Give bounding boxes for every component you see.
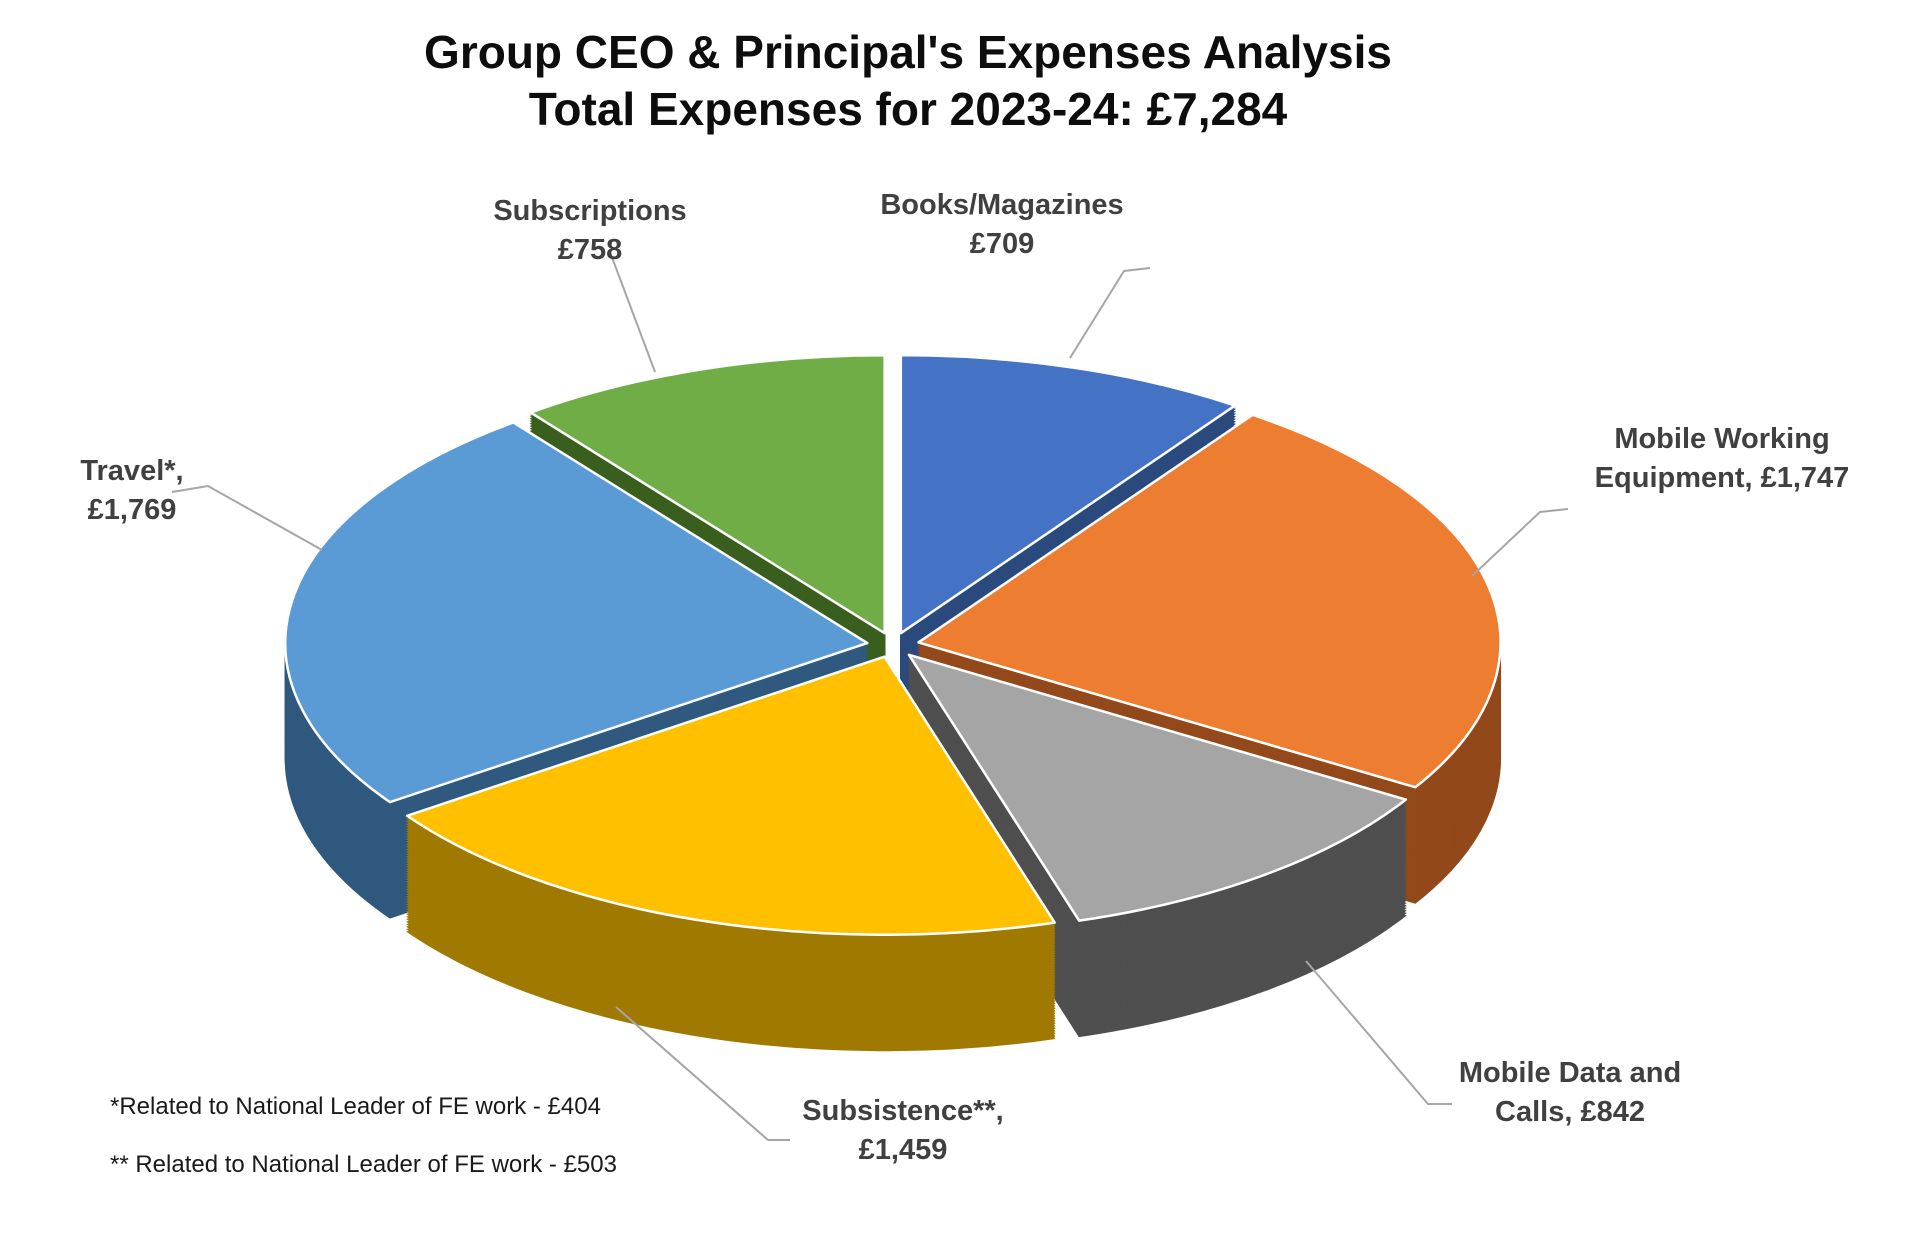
slice-label-subsistence-line2: £1,459: [858, 1134, 948, 1166]
pie-slice-group-subsistence: [405, 655, 1057, 1053]
pie-slice-group-mobile-working-equipment: [916, 413, 1502, 905]
leader-line-subsistence: [615, 1006, 790, 1141]
slice-label-books-magazines: Books/Magazines £709: [880, 186, 1123, 264]
pie-slice-books-magazines: [899, 353, 1237, 635]
pie-slice-subscriptions: [529, 353, 886, 635]
leader-line-mobile-data-and-calls: [1305, 960, 1452, 1105]
pie-slice-mobile-working-equipment: [917, 413, 1502, 789]
leader-line-subscriptions: [609, 251, 656, 373]
slice-label-travel: Travel*, £1,769: [80, 452, 183, 530]
slice-label-books-magazines-line1: Books/Magazines: [880, 189, 1124, 221]
slice-label-subsistence-line1: Subsistence**,: [802, 1095, 1004, 1127]
slice-label-subscriptions-line2: £758: [557, 234, 623, 266]
slice-label-mobile-data-and-calls: Mobile Data and Calls, £842: [1459, 1054, 1681, 1132]
slice-label-travel-line1: Travel*,: [80, 455, 184, 487]
leader-line-books-magazines: [1069, 267, 1151, 359]
footnote-1: *Related to National Leader of FE work -…: [110, 1093, 601, 1120]
footnotes: *Related to National Leader of FE work -…: [110, 1078, 617, 1194]
pie-slice-mobile-data-and-calls: [907, 653, 1408, 922]
chart-title-line2: Total Expenses for 2023-24: £7,284: [528, 83, 1288, 135]
leader-line-travel: [171, 484, 323, 551]
pie-slice-travel: [284, 421, 869, 804]
slice-label-mobile-working-equipment: Mobile Working Equipment, £1,747: [1595, 420, 1850, 498]
slice-label-mobile-working-equipment-line2: Equipment, £1,747: [1594, 462, 1850, 494]
slice-label-subscriptions: Subscriptions £758: [493, 192, 686, 270]
slice-label-subsistence: Subsistence**, £1,459: [802, 1092, 1003, 1170]
chart-title: Group CEO & Principal's Expenses Analysi…: [0, 24, 1816, 138]
slice-label-mobile-data-and-calls-line1: Mobile Data and: [1458, 1057, 1682, 1089]
leader-line-mobile-working-equipment: [1471, 508, 1569, 577]
slice-label-subscriptions-line1: Subscriptions: [493, 195, 687, 227]
chart-title-line1: Group CEO & Principal's Expenses Analysi…: [424, 26, 1392, 78]
footnote-2: ** Related to National Leader of FE work…: [110, 1151, 617, 1178]
slice-label-travel-line2: £1,769: [87, 494, 177, 526]
slice-label-mobile-working-equipment-line1: Mobile Working: [1614, 423, 1830, 455]
pie-slice-group-mobile-data-and-calls: [907, 653, 1408, 1039]
pie-slice-subsistence: [405, 655, 1056, 936]
slice-label-books-magazines-line2: £709: [969, 228, 1035, 260]
slice-label-mobile-data-and-calls-line2: Calls, £842: [1495, 1096, 1645, 1128]
